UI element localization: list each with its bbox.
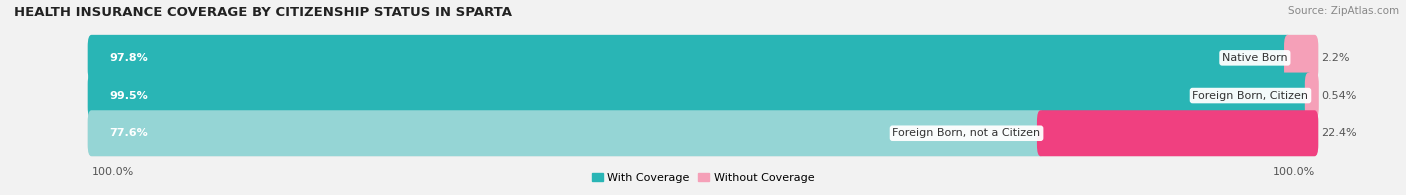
- Text: 0.54%: 0.54%: [1322, 90, 1357, 101]
- FancyBboxPatch shape: [1305, 73, 1319, 119]
- Text: 97.8%: 97.8%: [110, 53, 149, 63]
- Text: 2.2%: 2.2%: [1320, 53, 1350, 63]
- Legend: With Coverage, Without Coverage: With Coverage, Without Coverage: [588, 168, 818, 188]
- FancyBboxPatch shape: [87, 35, 1319, 81]
- Text: 100.0%: 100.0%: [91, 167, 134, 177]
- FancyBboxPatch shape: [1284, 35, 1319, 81]
- Text: 100.0%: 100.0%: [1272, 167, 1315, 177]
- Text: HEALTH INSURANCE COVERAGE BY CITIZENSHIP STATUS IN SPARTA: HEALTH INSURANCE COVERAGE BY CITIZENSHIP…: [14, 6, 512, 19]
- Text: 22.4%: 22.4%: [1320, 128, 1357, 138]
- FancyBboxPatch shape: [87, 110, 1045, 156]
- Text: 99.5%: 99.5%: [110, 90, 149, 101]
- FancyBboxPatch shape: [87, 35, 1291, 81]
- Text: Source: ZipAtlas.com: Source: ZipAtlas.com: [1288, 6, 1399, 16]
- Text: Foreign Born, not a Citizen: Foreign Born, not a Citizen: [893, 128, 1040, 138]
- Text: Foreign Born, Citizen: Foreign Born, Citizen: [1192, 90, 1309, 101]
- FancyBboxPatch shape: [87, 73, 1319, 119]
- FancyBboxPatch shape: [87, 110, 1319, 156]
- FancyBboxPatch shape: [1038, 110, 1319, 156]
- Text: 77.6%: 77.6%: [110, 128, 149, 138]
- Text: Native Born: Native Born: [1222, 53, 1288, 63]
- FancyBboxPatch shape: [87, 73, 1312, 119]
